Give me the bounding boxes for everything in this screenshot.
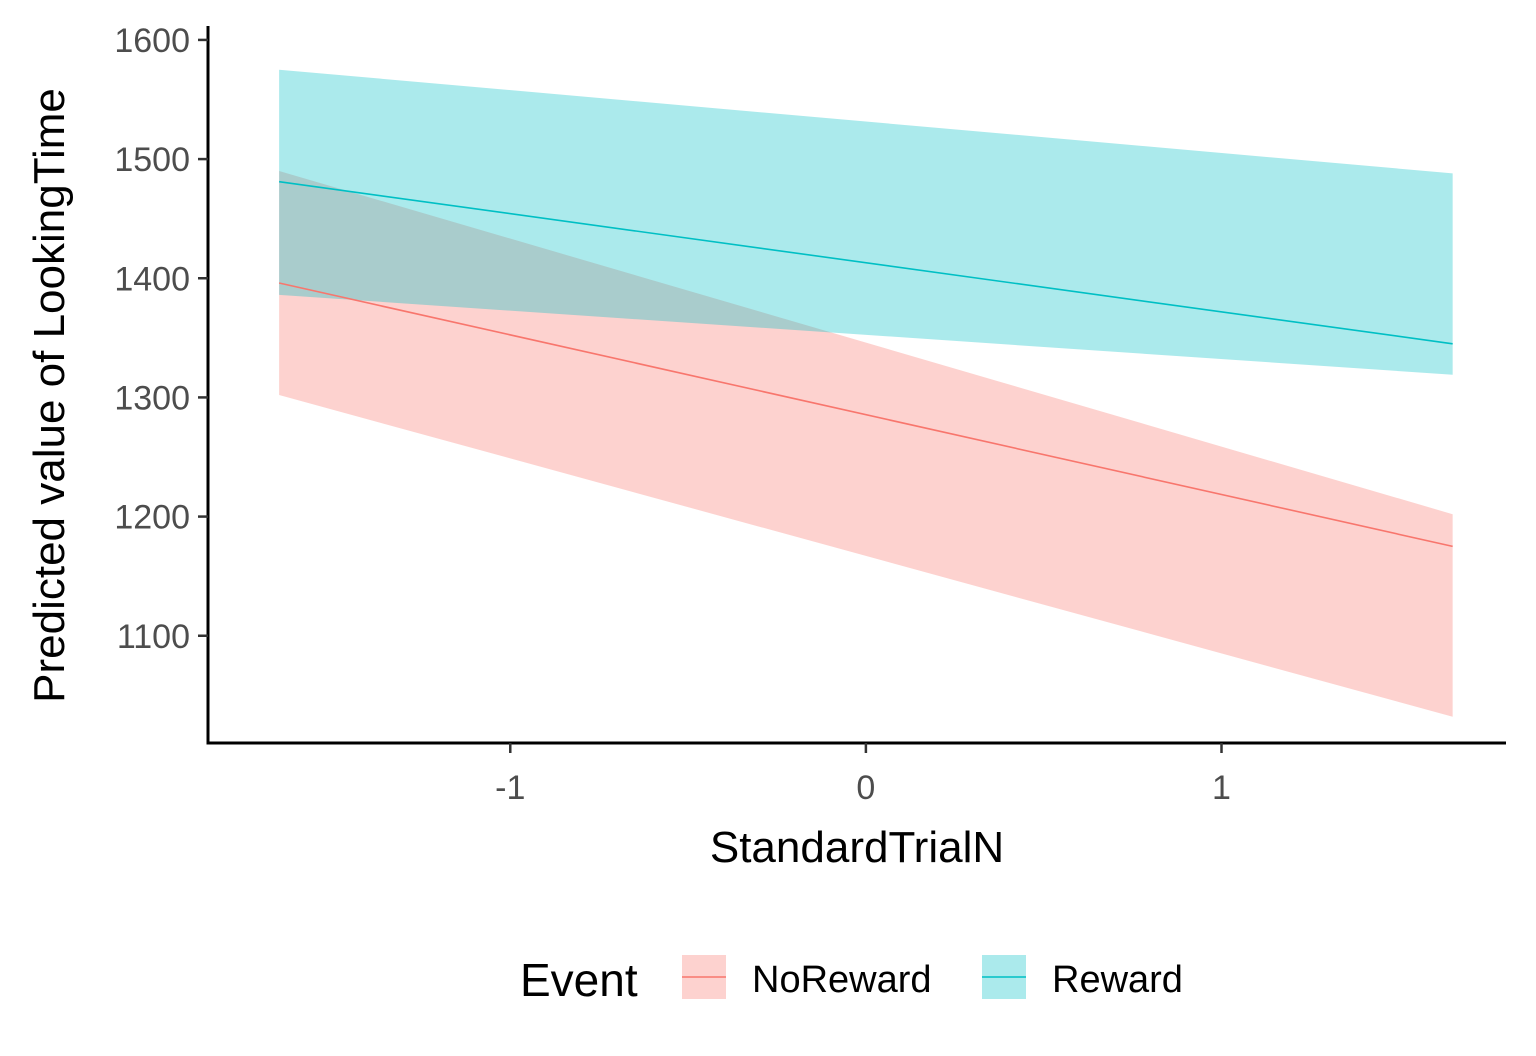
legend-label-reward: Reward (1052, 959, 1183, 1001)
ribbon-reward (279, 69, 1453, 375)
y-tick-label: 1300 (114, 379, 190, 417)
x-tick-label: -1 (495, 769, 525, 807)
y-tick-label: 1200 (114, 499, 190, 537)
plot-area (278, 69, 1453, 717)
y-axis-title: Predicted value of LookingTime (25, 88, 74, 703)
y-tick-label: 1500 (114, 141, 190, 179)
legend: Event NoReward Reward (520, 954, 1183, 1006)
y-tick-label: 1100 (117, 618, 190, 656)
ribbon-noreward (279, 171, 1453, 717)
y-tick-label: 1600 (114, 22, 190, 60)
legend-key-reward (982, 955, 1026, 999)
legend-title: Event (520, 954, 638, 1006)
y-tick-label: 1400 (114, 260, 190, 298)
x-tick-label: 0 (856, 769, 875, 807)
axes: 1100 1200 1300 1400 1500 1600 -1 0 1 (114, 22, 1506, 807)
x-tick-label: 1 (1212, 769, 1231, 807)
series-line-reward (279, 180, 1453, 345)
series-line-noreward (278, 282, 1453, 548)
legend-key-noreward (682, 955, 726, 999)
legend-label-noreward: NoReward (752, 959, 932, 1001)
x-axis-title: StandardTrialN (710, 823, 1004, 872)
